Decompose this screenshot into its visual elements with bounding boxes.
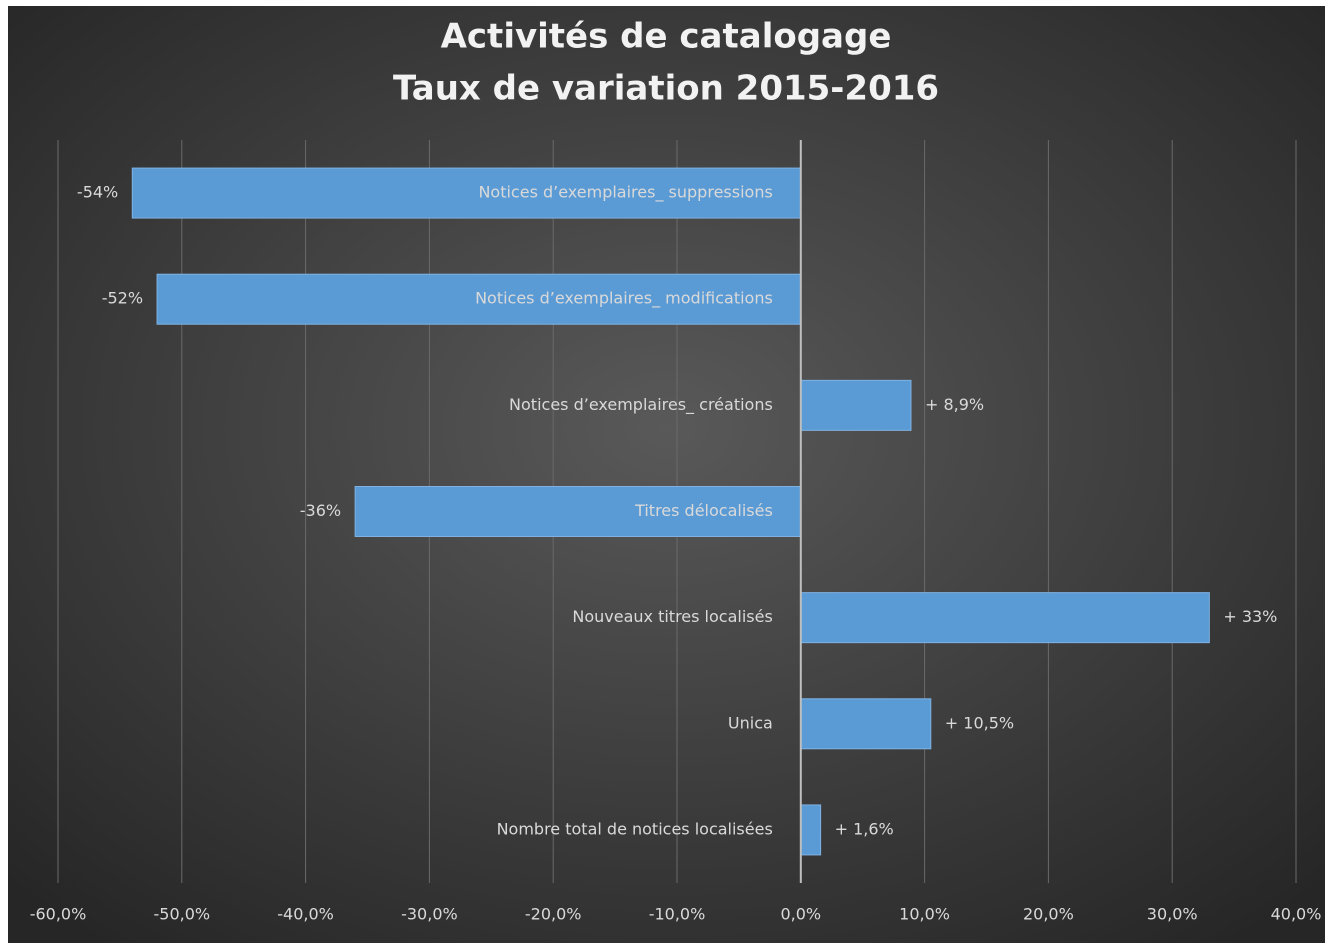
category-label: Titres délocalisés [634, 501, 773, 520]
x-tick-label: 20,0% [1023, 905, 1074, 924]
bar [354, 486, 802, 537]
chart-title: Activités de catalogage [441, 17, 892, 57]
x-tick-label: -10,0% [649, 905, 706, 924]
bar [800, 379, 912, 431]
bar [131, 167, 802, 219]
bar [800, 804, 822, 856]
x-tick-label: 0,0% [780, 905, 821, 924]
category-label: Unica [728, 713, 773, 732]
category-label: Nouveaux titres localisés [572, 607, 772, 626]
data-label: + 1,6% [835, 819, 894, 838]
x-tick-label: -40,0% [277, 905, 334, 924]
data-label: -54% [77, 183, 118, 202]
category-label: Notices d’exemplaires_ suppressions [478, 183, 772, 203]
chart-subtitle: Taux de variation 2015-2016 [393, 69, 939, 109]
x-tick-label: 10,0% [899, 905, 950, 924]
data-label: -36% [300, 501, 341, 520]
data-label: + 8,9% [925, 395, 984, 414]
data-label: + 10,5% [945, 713, 1014, 732]
chart-background [8, 6, 1325, 943]
x-tick-label: 40,0% [1271, 905, 1322, 924]
category-label: Nombre total de notices localisées [497, 819, 773, 838]
x-tick-label: -50,0% [153, 905, 210, 924]
x-tick-label: -30,0% [401, 905, 458, 924]
bar [800, 698, 932, 750]
data-label: -52% [102, 289, 143, 308]
category-label: Notices d’exemplaires_ modifications [475, 289, 773, 309]
bar [156, 273, 802, 325]
x-tick-label: 30,0% [1147, 905, 1198, 924]
category-label: Notices d’exemplaires_ créations [509, 395, 773, 415]
bar [800, 592, 1210, 644]
x-tick-label: -60,0% [30, 905, 87, 924]
data-label: + 33% [1223, 607, 1277, 626]
x-tick-label: -20,0% [525, 905, 582, 924]
